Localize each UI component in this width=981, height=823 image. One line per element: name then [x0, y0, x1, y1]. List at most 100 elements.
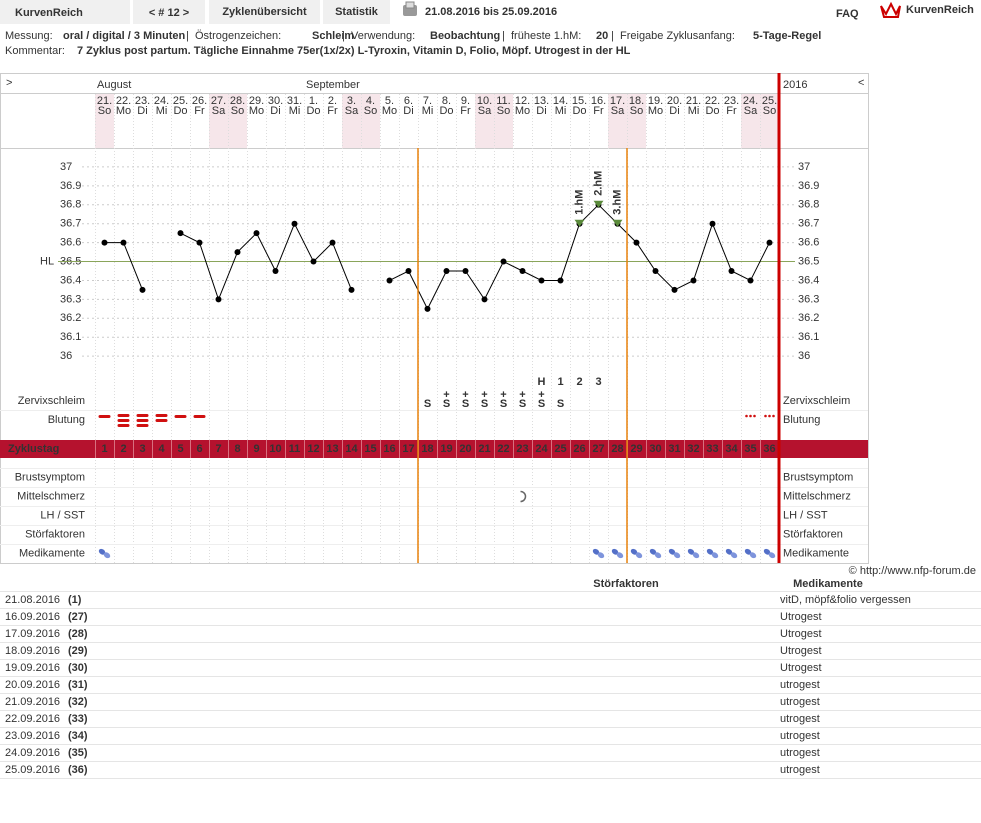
pill-half	[763, 548, 771, 555]
bleeding-stroke	[117, 419, 130, 422]
temperature-point	[538, 277, 545, 284]
cycle-day: 6	[196, 443, 202, 455]
nav-box[interactable]	[133, 0, 205, 24]
bleeding-stroke	[117, 414, 130, 417]
peak-label: 2.hM	[592, 171, 604, 196]
row-label: Störfaktoren	[25, 528, 85, 540]
nav-right[interactable]: <	[858, 77, 864, 89]
weekday-label: Mo	[648, 105, 663, 117]
weekday-label: So	[364, 105, 377, 117]
table-medication: vitD, möpf&folio vergessen	[780, 594, 911, 606]
temperature-point	[272, 268, 279, 274]
y-tick-label-right: 37	[798, 161, 810, 173]
date-label: 9.	[461, 95, 470, 107]
spotting-dot	[764, 414, 767, 418]
temperature-point	[196, 239, 203, 246]
peak-label: 1.hM	[573, 190, 585, 215]
table-cycle-day: (35)	[68, 747, 88, 759]
pill-half	[668, 548, 676, 555]
pill-half	[673, 552, 681, 559]
weekend-shade	[627, 94, 646, 148]
tab[interactable]: Statistik	[335, 6, 379, 18]
peak-label: 3.hM	[611, 190, 623, 215]
weekday-label: Di	[536, 105, 546, 117]
cycle-day: 14	[345, 443, 358, 455]
cycle-day-label: Zyklustag	[8, 443, 59, 455]
temperature-point	[386, 277, 393, 284]
table-date: 17.09.2016	[5, 628, 60, 640]
pill-icon	[687, 548, 700, 559]
pill-icon	[611, 548, 624, 559]
date-label: 24.	[154, 95, 169, 107]
weekday-label: Do	[439, 105, 453, 117]
info-label: Östrogenzeichen:	[195, 30, 281, 42]
table-medication: Utrogest	[780, 662, 822, 674]
date-label: 13.	[534, 95, 549, 107]
cycle-nav[interactable]: < # 12 >	[149, 7, 189, 19]
row-label-right: Medikamente	[783, 547, 849, 559]
spotting-dot	[772, 414, 775, 418]
table-medication: Utrogest	[780, 628, 822, 640]
coverline-label: HL	[40, 255, 54, 267]
tab-box[interactable]	[209, 0, 320, 24]
cervix-plus: +	[481, 389, 487, 401]
weekday-label: Do	[572, 105, 586, 117]
weekend-shade	[608, 94, 627, 148]
table-date: 21.09.2016	[5, 696, 60, 708]
weekday-label: Sa	[744, 105, 758, 117]
date-label: 25.	[173, 95, 188, 107]
row-label-right: Brustsymptom	[783, 471, 853, 483]
cycle-day: 24	[535, 443, 548, 455]
y-tick-label: 36.1	[60, 331, 81, 343]
temperature-point	[177, 230, 184, 237]
pill-icon	[706, 548, 719, 559]
faq[interactable]: FAQ	[836, 8, 859, 20]
weekday-label: Mo	[249, 105, 264, 117]
weekend-shade	[760, 94, 779, 148]
weekday-label: Mi	[688, 105, 700, 117]
weekday-label: So	[497, 105, 510, 117]
pill-half	[592, 548, 600, 555]
table-cycle-day: (32)	[68, 696, 88, 708]
date-label: 23.	[135, 95, 150, 107]
y-tick-label-right: 36.9	[798, 180, 819, 192]
pill-half	[611, 548, 619, 555]
cycle-day: 18	[421, 443, 433, 455]
table-header: Medikamente	[793, 578, 863, 590]
pill-icon	[763, 548, 776, 559]
weekday-label: Mi	[156, 105, 168, 117]
info-label: Kommentar:	[5, 45, 65, 57]
weekday-label: Sa	[478, 105, 492, 117]
info-value: 5-Tage-Regel	[753, 30, 821, 42]
y-tick-label-right: 36.5	[798, 255, 819, 267]
date-label: 7.	[423, 95, 432, 107]
pill-icon	[98, 548, 111, 559]
date-label: 24.	[743, 95, 758, 107]
nav-left[interactable]: >	[6, 77, 12, 89]
table-medication: utrogest	[780, 713, 820, 725]
pill-half	[768, 552, 776, 559]
table-date: 22.09.2016	[5, 713, 60, 725]
table-date: 23.09.2016	[5, 730, 60, 742]
pill-half	[654, 552, 662, 559]
mucus-peak-label: 1	[557, 376, 563, 388]
cycle-day-bar	[0, 440, 868, 458]
tab[interactable]: Zyklenübersicht	[222, 6, 307, 18]
date-label: 4.	[366, 95, 375, 107]
mucus-peak-label: 3	[595, 376, 601, 388]
spotting-dot	[749, 414, 752, 418]
cycle-day: 30	[649, 443, 661, 455]
cycle-day: 19	[440, 443, 452, 455]
weekend-shade	[95, 94, 114, 148]
temperature-point	[519, 268, 526, 274]
date-label: 19.	[648, 95, 663, 107]
pill-half	[98, 548, 106, 555]
info-value: 20	[596, 30, 608, 42]
weekday-label: Fr	[327, 105, 338, 117]
temperature-point	[690, 277, 697, 284]
y-tick-label: 36.9	[60, 180, 81, 192]
date-label: 5.	[385, 95, 394, 107]
temperature-point	[215, 296, 222, 303]
tab-box[interactable]	[323, 0, 390, 24]
